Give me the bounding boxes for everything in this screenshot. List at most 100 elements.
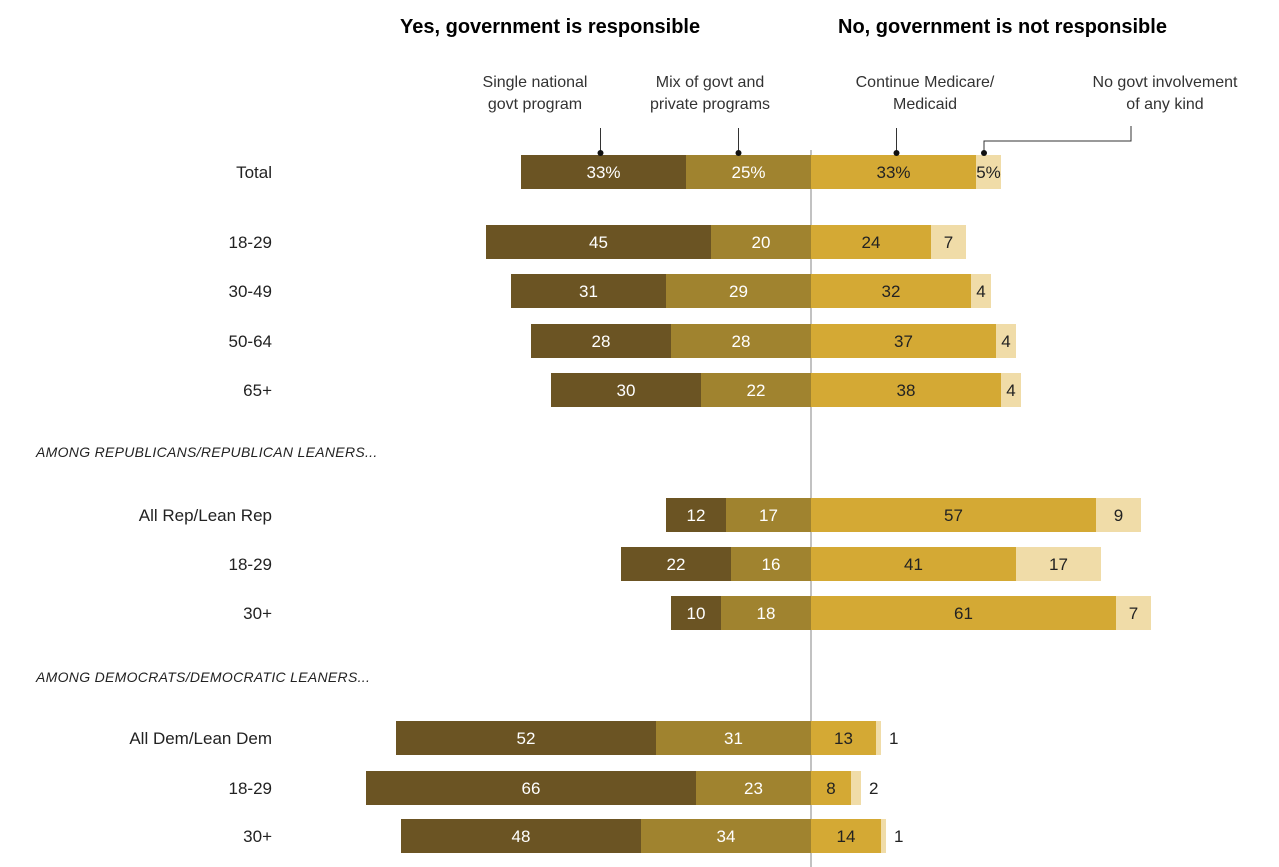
bar-continue-medicare <box>811 547 1016 581</box>
data-label: 4 <box>976 282 985 301</box>
category-label: 18-29 <box>229 233 272 252</box>
legend-mix-line1: Mix of govt and <box>655 74 765 91</box>
bar-mix <box>656 721 811 755</box>
category-label: 30+ <box>243 827 272 846</box>
bar-no-govt <box>996 324 1016 358</box>
data-label: 28 <box>592 332 611 351</box>
bar-no-govt <box>881 819 886 853</box>
data-label: 48 <box>512 827 531 846</box>
bar-single-national <box>666 498 726 532</box>
bar-mix <box>701 373 811 407</box>
category-label: 65+ <box>243 381 272 400</box>
bar-mix <box>641 819 811 853</box>
data-label: 22 <box>667 555 686 574</box>
legend-no-govt-line2: of any kind <box>1126 96 1204 113</box>
bar-single-national <box>366 771 696 805</box>
data-label: 22 <box>747 381 766 400</box>
category-label: 18-29 <box>229 779 272 798</box>
bar-mix <box>696 771 811 805</box>
data-label: 52 <box>517 729 536 748</box>
data-label: 4 <box>1006 381 1015 400</box>
data-label: 18 <box>757 604 776 623</box>
bar-no-govt <box>971 274 991 308</box>
bar-single-national <box>621 547 731 581</box>
legend-continue-medicare: Continue Medicare/ Medicaid <box>815 72 1035 116</box>
data-label: 10 <box>687 604 706 623</box>
data-label: 1 <box>894 827 903 846</box>
data-label: 31 <box>724 729 743 748</box>
legend-no-govt: No govt involvement of any kind <box>1055 72 1275 116</box>
leader-line-elbow <box>983 126 1132 153</box>
data-label: 33% <box>586 163 620 182</box>
legend-mix: Mix of govt and private programs <box>620 72 800 116</box>
data-label: 1 <box>889 729 898 748</box>
data-label: 23 <box>744 779 763 798</box>
data-label: 13 <box>834 729 853 748</box>
data-label: 17 <box>759 506 778 525</box>
data-label: 7 <box>944 233 953 252</box>
data-label: 29 <box>729 282 748 301</box>
bar-continue-medicare <box>811 819 881 853</box>
bar-no-govt <box>931 225 966 259</box>
legend-no-govt-line1: No govt involvement <box>1092 74 1238 91</box>
data-label: 14 <box>837 827 856 846</box>
data-label: 8 <box>826 779 835 798</box>
group-label-republicans: AMONG REPUBLICANS/REPUBLICAN LEANERS... <box>36 444 378 460</box>
bar-no-govt <box>876 721 881 755</box>
data-label: 20 <box>752 233 771 252</box>
bar-continue-medicare <box>811 225 931 259</box>
legend-single-national-line1: Single national <box>482 74 588 91</box>
category-label: 30+ <box>243 604 272 623</box>
data-label: 17 <box>1049 555 1068 574</box>
bar-no-govt <box>976 155 1001 189</box>
data-label: 45 <box>589 233 608 252</box>
category-label: All Rep/Lean Rep <box>139 506 272 525</box>
data-label: 24 <box>862 233 881 252</box>
leader-dot <box>735 150 742 156</box>
bar-continue-medicare <box>811 721 876 755</box>
bar-continue-medicare <box>811 596 1116 630</box>
legend-continue-line1: Continue Medicare/ <box>855 74 995 91</box>
data-label: 28 <box>732 332 751 351</box>
data-label: 2 <box>869 779 878 798</box>
bar-mix <box>666 274 811 308</box>
bar-no-govt <box>1016 547 1101 581</box>
bar-continue-medicare <box>811 324 996 358</box>
header-yes: Yes, government is responsible <box>400 16 701 38</box>
bar-continue-medicare <box>811 771 851 805</box>
data-label: 4 <box>1001 332 1010 351</box>
bar-mix <box>711 225 811 259</box>
category-label: 18-29 <box>229 555 272 574</box>
data-label: 41 <box>904 555 923 574</box>
leader-dot <box>893 150 900 156</box>
bar-single-national <box>521 155 686 189</box>
bar-continue-medicare <box>811 274 971 308</box>
data-label: 57 <box>944 506 963 525</box>
bar-mix <box>671 324 811 358</box>
bar-single-national <box>401 819 641 853</box>
bar-single-national <box>531 324 671 358</box>
data-label: 9 <box>1114 506 1123 525</box>
bar-single-national <box>551 373 701 407</box>
category-label: 30-49 <box>229 282 272 301</box>
bar-mix <box>721 596 811 630</box>
data-label: 37 <box>894 332 913 351</box>
data-label: 5% <box>976 163 1001 182</box>
data-label: 61 <box>954 604 973 623</box>
bar-no-govt <box>1116 596 1151 630</box>
legend-single-national-line2: govt program <box>487 96 583 113</box>
data-label: 32 <box>882 282 901 301</box>
bar-single-national <box>511 274 666 308</box>
data-label: 25% <box>731 163 765 182</box>
bar-mix <box>686 155 811 189</box>
data-label: 66 <box>522 779 541 798</box>
bar-continue-medicare <box>811 155 976 189</box>
category-label: Total <box>236 163 272 182</box>
bar-single-national <box>486 225 711 259</box>
data-label: 12 <box>687 506 706 525</box>
legend-mix-line2: private programs <box>649 96 771 113</box>
data-label: 38 <box>897 381 916 400</box>
bar-single-national <box>671 596 721 630</box>
bar-continue-medicare <box>811 373 1001 407</box>
